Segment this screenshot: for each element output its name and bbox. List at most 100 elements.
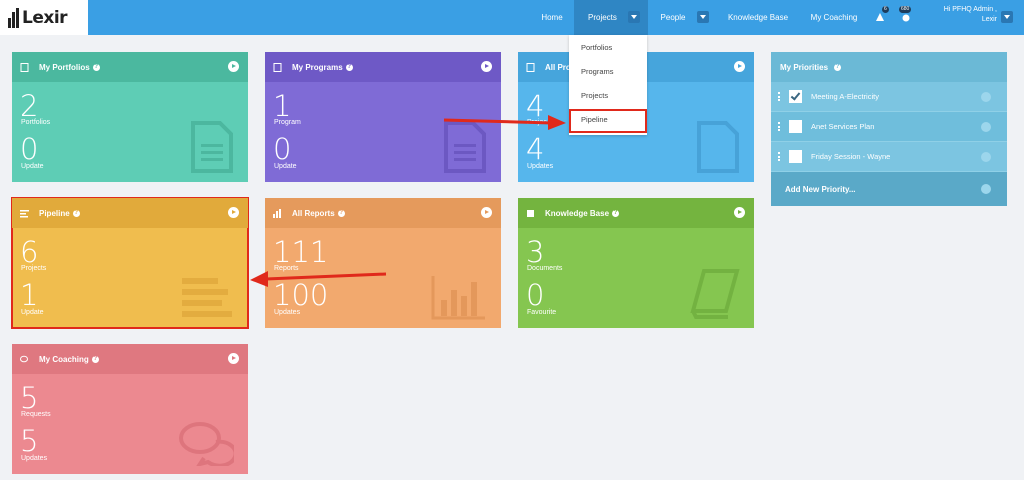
annotation-arrow-right [443,115,566,130]
tile-my-coaching[interactable]: My Coaching ? 5 Requests 5 Updates [12,344,248,474]
priority-item[interactable]: Anet Services Plan [771,112,1007,142]
message-badge: 680 [899,6,912,13]
priority-checkbox[interactable] [789,150,802,163]
drag-handle-icon[interactable] [778,152,780,161]
user-greeting-line1: Hi PFHQ Admin , [943,6,997,13]
help-icon[interactable]: ? [72,209,80,217]
tile-header: My Programs ? [265,52,501,82]
user-greeting-line2: Lexir [981,16,997,23]
arrow-right-icon[interactable] [228,353,239,364]
project-updates-label: Updates [527,163,554,170]
pipeline-updates-count: 1 [20,278,39,312]
arrow-right-icon[interactable] [481,207,492,218]
tile-knowledge-base[interactable]: Knowledge Base ? 3 Documents 0 Favourite [518,198,754,328]
priority-item[interactable]: Friday Session - Wayne [771,142,1007,172]
priority-checkbox-checked[interactable] [789,90,802,103]
remove-icon[interactable] [981,122,991,132]
nav-knowledge-base[interactable]: Knowledge Base [727,13,789,22]
portfolios-count: 2 [20,89,39,123]
list-watermark-icon [182,278,232,317]
help-icon[interactable]: ? [612,209,620,217]
coaching-updates-label: Updates [21,455,48,462]
requests-count: 5 [20,381,39,415]
user-greeting[interactable]: Hi PFHQ Admin , Lexir [920,5,997,25]
bar-chart-watermark-icon [431,276,485,320]
priorities-title: My Priorities [780,62,829,72]
help-icon[interactable]: ? [834,63,842,71]
tile-header: Knowledge Base ? [518,198,754,228]
priorities-header: My Priorities ? [771,52,1007,82]
nav-projects-label: Projects [588,13,617,22]
favourites-count: 0 [526,278,545,312]
projects-dropdown-menu: Portfolios Programs Projects Pipeline [569,35,647,135]
priority-checkbox[interactable] [789,120,802,133]
nav-my-coaching[interactable]: My Coaching [810,13,858,22]
help-icon[interactable]: ? [345,63,353,71]
tile-my-programs[interactable]: My Programs ? 1 Program 0 Update [265,52,501,182]
notification-badge: 6 [882,6,889,13]
tile-header: All Reports ? [265,198,501,228]
favourites-label: Favourite [527,309,557,316]
arrow-right-icon[interactable] [734,207,745,218]
arrow-right-icon[interactable] [734,61,745,72]
arrow-right-icon[interactable] [228,207,239,218]
add-icon[interactable] [981,184,991,194]
dropdown-item-programs[interactable]: Programs [581,67,614,76]
arrow-right-icon[interactable] [228,61,239,72]
documents-label: Documents [527,265,563,272]
documents-count: 3 [526,235,545,269]
report-updates-label: Updates [274,309,301,316]
settings-icon[interactable] [902,13,910,22]
tile-header: My Coaching ? [12,344,248,374]
alert-icon[interactable] [876,13,884,22]
logo[interactable]: Lexir [0,0,88,35]
programs-label: Program [274,119,301,126]
add-priority-label: Add New Priority... [785,184,856,194]
nav-home[interactable]: Home [541,13,563,22]
dropdown-item-portfolios[interactable]: Portfolios [581,43,613,52]
add-priority-button[interactable]: Add New Priority... [771,172,1007,206]
arrow-right-icon[interactable] [481,61,492,72]
dropdown-item-pipeline[interactable]: Pipeline [581,115,608,124]
document-icon [526,62,535,72]
priority-label: Meeting A-Electricity [811,92,879,101]
requests-label: Requests [21,411,51,418]
tile-title: My Programs [292,62,343,72]
pipeline-count: 6 [20,235,39,269]
tile-all-reports[interactable]: All Reports ? 111 Reports 100 Updates [265,198,501,328]
nav-people[interactable]: People [660,13,686,22]
document-icon [273,62,282,72]
priority-item[interactable]: Meeting A-Electricity [771,82,1007,112]
chat-bubbles-icon [20,355,28,362]
help-icon[interactable]: ? [92,63,100,71]
book-watermark-icon [690,269,740,319]
drag-handle-icon[interactable] [778,92,780,101]
remove-icon[interactable] [981,92,991,102]
projects-dropdown-toggle[interactable] [628,11,640,23]
user-menu-toggle[interactable] [1001,11,1013,23]
tile-header: Pipeline ? [12,198,248,228]
tile-my-portfolios[interactable]: My Portfolios ? 2 Portfolios 0 Update [12,52,248,182]
dropdown-item-projects[interactable]: Projects [581,91,609,100]
help-icon[interactable]: ? [91,355,99,363]
drag-handle-icon[interactable] [778,122,780,131]
portfolio-updates-count: 0 [20,132,39,166]
document-watermark-icon [444,121,486,173]
bar-chart-icon [273,208,281,218]
priority-label: Anet Services Plan [811,122,875,131]
help-icon[interactable]: ? [337,209,345,217]
annotation-arrow-left [250,271,387,287]
book-icon [527,209,534,217]
remove-icon[interactable] [981,152,991,162]
report-updates-count: 100 [273,278,329,312]
people-dropdown-toggle[interactable] [697,11,709,23]
tile-pipeline[interactable]: Pipeline ? 6 Projects 1 Update [11,197,249,329]
tile-title: My Coaching [39,354,89,364]
program-updates-label: Update [274,163,297,170]
reports-count: 111 [273,235,329,269]
tile-header: My Portfolios ? [12,52,248,82]
project-updates-count: 4 [526,132,545,166]
reports-label: Reports [274,265,299,272]
logo-text: Lexir [22,7,68,28]
chat-bubbles-watermark-icon [179,422,234,466]
